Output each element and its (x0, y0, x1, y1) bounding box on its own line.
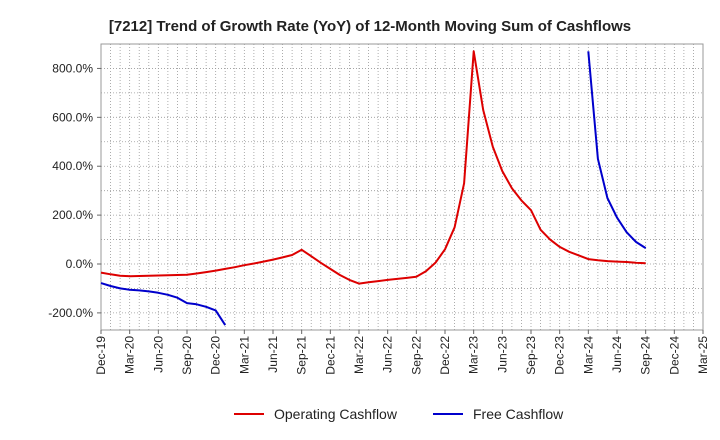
grid (100, 43, 704, 331)
series-lines (100, 50, 647, 326)
x-tick-label: Dec-22 (438, 336, 452, 375)
x-tick-label: Mar-20 (123, 336, 137, 374)
y-tick-label: 600.0% (52, 110, 93, 124)
x-tick-label: Mar-22 (352, 336, 366, 374)
x-tick-label: Jun-21 (266, 336, 280, 373)
legend-label-operating-cashflow: Operating Cashflow (274, 406, 398, 422)
x-tick-label: Mar-21 (237, 336, 251, 374)
x-tick-label: Dec-23 (553, 336, 567, 375)
plot-area (100, 43, 704, 331)
series-line-operating-cashflow (100, 50, 646, 285)
legend: Operating Cashflow Free Cashflow (234, 406, 564, 422)
x-tick-label: Jun-24 (610, 336, 624, 373)
legend-label-free-cashflow: Free Cashflow (473, 406, 564, 422)
axes: -200.0% 0.0% 200.0% 400.0% 600.0% 800.0% Dec-1… (48, 61, 710, 374)
series-line-free-cashflow (100, 282, 227, 326)
x-tick-label: Jun-23 (495, 336, 509, 373)
x-tick-label: Dec-19 (94, 336, 108, 375)
x-tick-label: Dec-24 (667, 336, 681, 375)
chart-title: [7212] Trend of Growth Rate (YoY) of 12-… (109, 18, 631, 35)
x-tick-label: Dec-20 (209, 336, 223, 375)
x-tick-label: Jun-20 (151, 336, 165, 373)
x-tick-label: Sep-20 (180, 336, 194, 375)
x-tick-label: Mar-25 (696, 336, 710, 374)
y-tick-label: -200.0% (48, 306, 93, 320)
x-tick-label: Sep-22 (409, 336, 423, 375)
y-tick-label: 800.0% (52, 61, 93, 75)
y-tick-label: 400.0% (52, 159, 93, 173)
x-tick-label: Dec-21 (323, 336, 337, 375)
x-tick-label: Mar-23 (467, 336, 481, 374)
y-tick-label: 200.0% (52, 208, 93, 222)
x-tick-label: Mar-24 (581, 336, 595, 374)
x-tick-label: Sep-23 (524, 336, 538, 375)
series-line-free-cashflow (587, 51, 647, 249)
x-tick-label: Jun-22 (381, 336, 395, 373)
x-tick-label: Sep-21 (295, 336, 309, 375)
y-tick-label: 0.0% (66, 257, 94, 271)
x-tick-label: Sep-24 (639, 336, 653, 375)
